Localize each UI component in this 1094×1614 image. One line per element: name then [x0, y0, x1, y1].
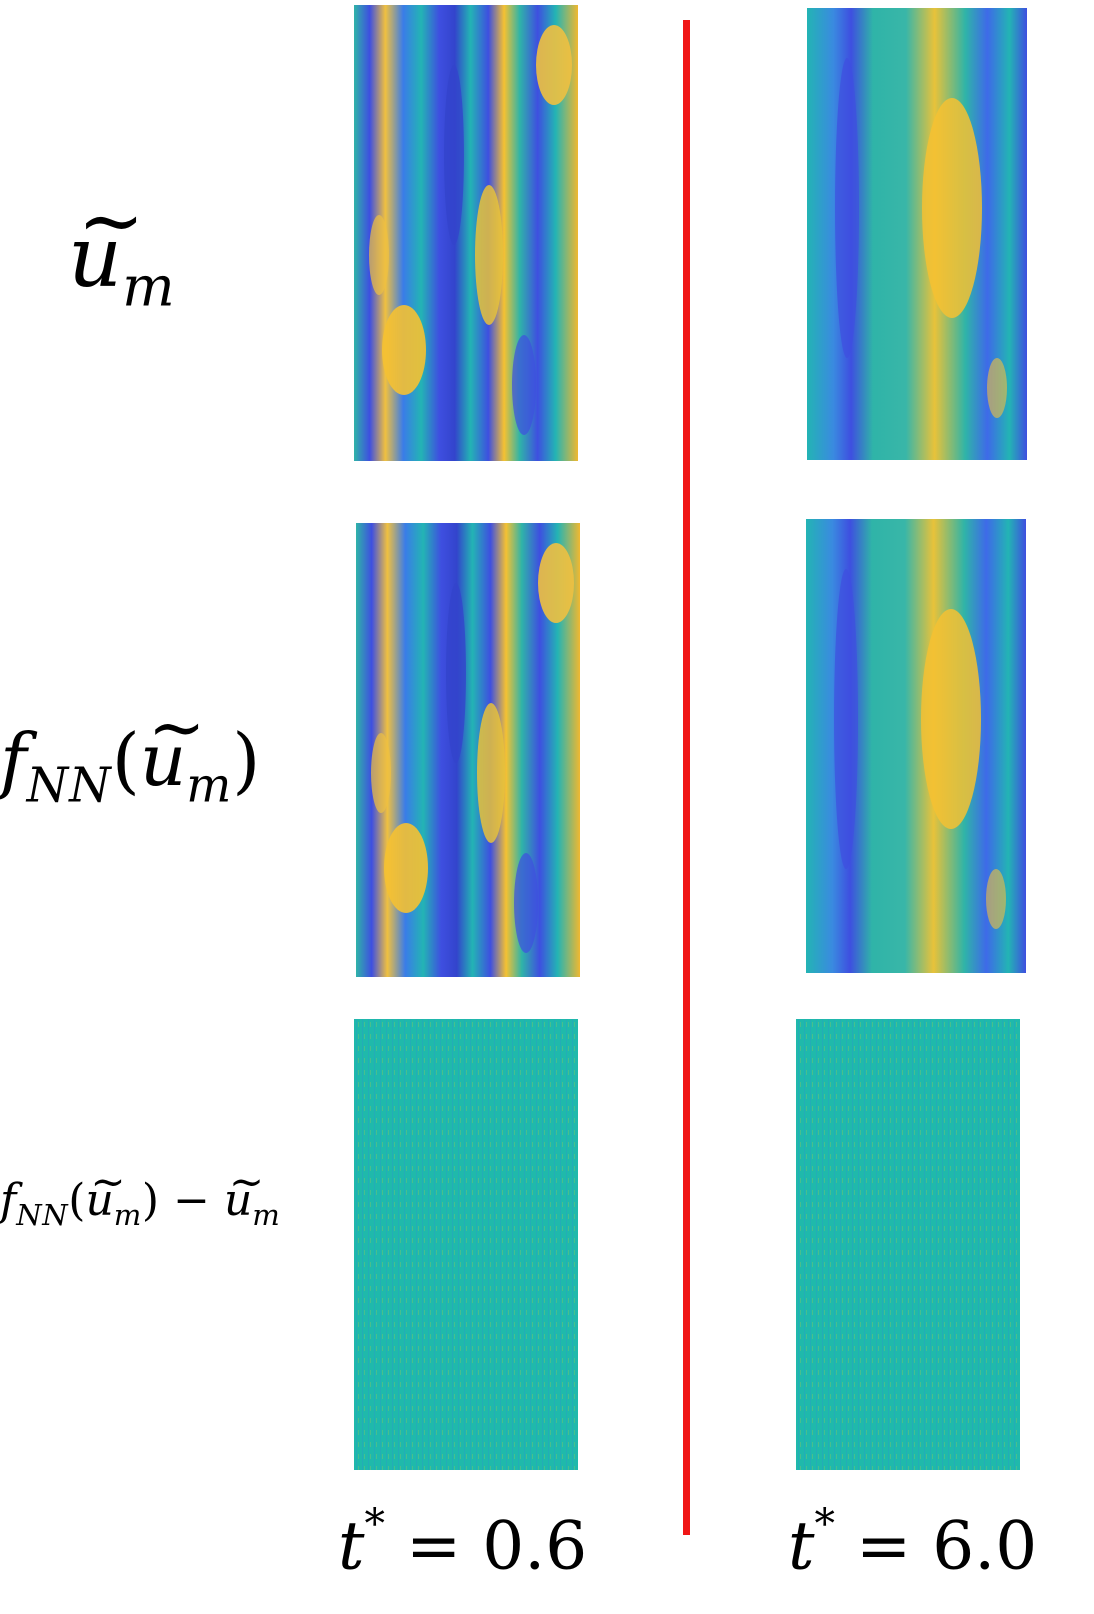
row-label-um: ~ um: [68, 174, 176, 320]
residual-panel-right: [796, 1019, 1020, 1470]
row-label-fnn-um: fNN(~ um): [0, 689, 261, 814]
residual-panel-left: [354, 1019, 578, 1470]
field-panel-right-row2: [806, 519, 1026, 973]
field-panel-right-row1: [807, 8, 1027, 460]
time-label-right: t* = 6.0: [788, 1500, 1038, 1585]
row-label-residual: fNN(~ um) − ~ um: [0, 1157, 281, 1233]
column-divider: [683, 20, 690, 1535]
field-panel-left-row2: [356, 523, 580, 977]
time-label-left: t* = 0.6: [338, 1500, 588, 1585]
u-tilde: ~ u: [139, 689, 206, 802]
field-panel-left-row1: [354, 5, 578, 461]
u-tilde: ~ u: [223, 1157, 264, 1226]
u-tilde: ~ u: [85, 1157, 126, 1226]
u-tilde: ~ u: [68, 174, 145, 306]
